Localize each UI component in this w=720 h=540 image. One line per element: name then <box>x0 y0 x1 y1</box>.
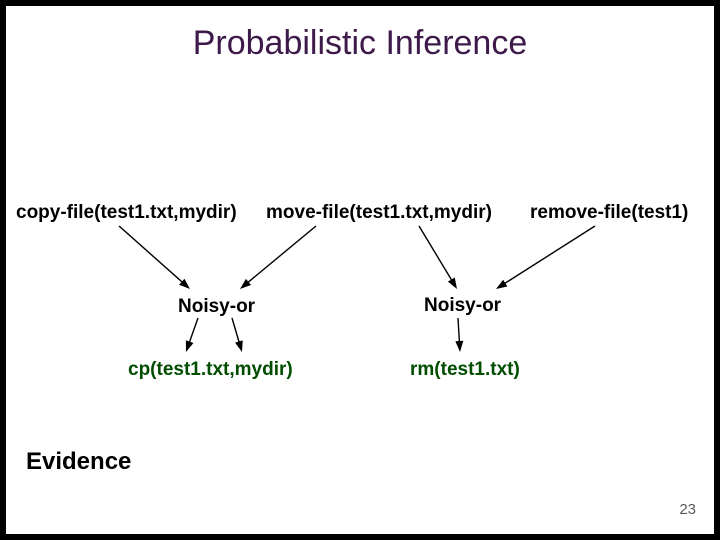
node-noisy-or-1: Noisy-or <box>178 296 255 318</box>
node-rm: rm(test1.txt) <box>410 359 520 381</box>
node-remove-file: remove-file(test1) <box>530 202 688 224</box>
node-cp: cp(test1.txt,mydir) <box>128 359 293 381</box>
node-noisy-or-2: Noisy-or <box>424 295 501 317</box>
evidence-label: Evidence <box>26 448 131 476</box>
slide-frame: Probabilistic Inference copy-file(test1.… <box>0 0 720 540</box>
node-copy-file: copy-file(test1.txt,mydir) <box>16 202 237 224</box>
page-number: 23 <box>679 501 696 518</box>
node-move-file: move-file(test1.txt,mydir) <box>266 202 492 224</box>
slide-title: Probabilistic Inference <box>6 24 714 63</box>
